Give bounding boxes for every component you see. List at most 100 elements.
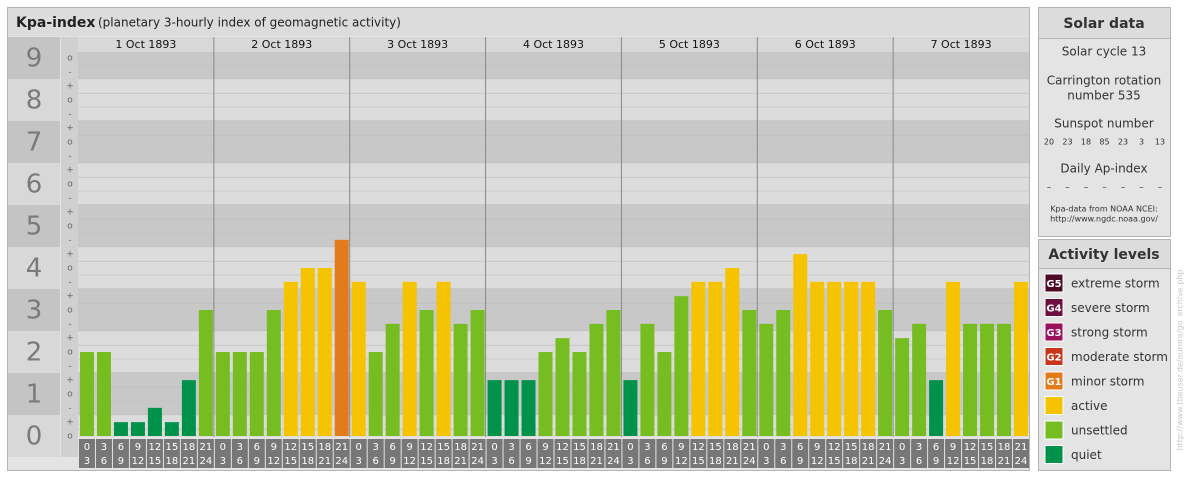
- bar: [420, 310, 434, 436]
- minor-tick-label: -: [68, 277, 71, 287]
- hour-label: 21: [879, 442, 892, 453]
- hour-label: 12: [149, 442, 162, 453]
- bar: [505, 380, 519, 436]
- legend-code: G3: [1046, 328, 1061, 339]
- bar: [80, 352, 94, 436]
- hour-label: 24: [743, 456, 756, 467]
- bar: [335, 240, 349, 436]
- hour-label: 0: [627, 442, 633, 453]
- hour-label: 9: [389, 456, 395, 467]
- minor-tick-label: -: [68, 361, 71, 371]
- sunspot-number: 85: [1099, 138, 1109, 147]
- bar: [742, 310, 756, 436]
- hour-label: 6: [661, 442, 667, 453]
- hour-label: 21: [471, 442, 484, 453]
- minor-tick-label: o: [67, 138, 73, 148]
- hour-label: 12: [539, 456, 552, 467]
- hour-label: 12: [828, 442, 841, 453]
- hour-label: 24: [335, 456, 348, 467]
- sunspot-number: 20: [1044, 138, 1054, 147]
- hour-label: 3: [373, 442, 379, 453]
- ap-value: –: [1065, 183, 1070, 193]
- hour-label: 18: [845, 456, 858, 467]
- hour-label: 3: [356, 456, 362, 467]
- bar: [471, 310, 485, 436]
- ap-value: –: [1121, 183, 1126, 193]
- hour-label: 6: [933, 442, 939, 453]
- ap-label: Daily Ap-index: [1060, 162, 1147, 176]
- minor-tick-label: -: [68, 109, 71, 119]
- hour-label: 6: [373, 456, 379, 467]
- minor-tick-label: -: [68, 193, 71, 203]
- hour-label: 3: [101, 442, 107, 453]
- hour-label: 21: [743, 442, 756, 453]
- bar: [963, 324, 977, 436]
- y-tick-label: 8: [26, 86, 43, 116]
- legend-code: G5: [1046, 279, 1061, 290]
- bar: [386, 324, 400, 436]
- hour-label: 9: [661, 456, 667, 467]
- hour-label: 15: [437, 442, 450, 453]
- band: [78, 79, 1029, 121]
- minor-tick-label: -: [68, 403, 71, 413]
- ap-value: –: [1047, 183, 1052, 193]
- hour-label: 6: [508, 456, 514, 467]
- carrington: Carrington rotation: [1047, 74, 1161, 88]
- bar: [182, 380, 196, 436]
- hour-label: 21: [607, 442, 620, 453]
- hour-label: 9: [406, 442, 412, 453]
- hour-label: 18: [709, 456, 722, 467]
- minor-tick-label: o: [67, 348, 73, 358]
- hour-label: 6: [797, 442, 803, 453]
- bar: [97, 352, 111, 436]
- sunspot-number: 23: [1062, 138, 1072, 147]
- sunspot-number: 23: [1118, 138, 1128, 147]
- bar: [539, 352, 553, 436]
- hour-label: 6: [118, 442, 124, 453]
- hour-label: 3: [508, 442, 514, 453]
- hour-label: 15: [166, 442, 179, 453]
- hour-label: 6: [254, 442, 260, 453]
- hour-label: 6: [644, 456, 650, 467]
- bar: [878, 310, 892, 436]
- hour-label: 18: [981, 456, 994, 467]
- minor-tick-label: +: [66, 82, 74, 92]
- y-tick-label: 1: [26, 380, 43, 410]
- minor-tick-label: +: [66, 250, 74, 260]
- hour-label: 6: [237, 456, 243, 467]
- sunspot-number: 13: [1155, 138, 1165, 147]
- date-label: 1 Oct 1893: [115, 38, 176, 51]
- legend-swatch: [1045, 421, 1063, 439]
- hour-label: 21: [590, 456, 603, 467]
- hour-label: 3: [627, 456, 633, 467]
- bar: [776, 310, 790, 436]
- hour-label: 18: [573, 456, 586, 467]
- date-label: 4 Oct 1893: [523, 38, 584, 51]
- hour-label: 15: [981, 442, 994, 453]
- bar: [895, 338, 909, 436]
- band: [78, 121, 1029, 163]
- hour-label: 15: [556, 456, 569, 467]
- hour-label: 12: [267, 456, 280, 467]
- hour-label: 21: [335, 442, 348, 453]
- hour-label: 6: [780, 456, 786, 467]
- levels-title: Activity levels: [1048, 247, 1159, 263]
- bar: [691, 282, 705, 436]
- hour-label: 24: [607, 456, 620, 467]
- minor-tick-label: o: [67, 306, 73, 316]
- minor-tick-label: o: [67, 96, 73, 106]
- hour-label: 9: [525, 456, 531, 467]
- hour-label: 3: [644, 442, 650, 453]
- legend-swatch: [1045, 446, 1063, 464]
- hour-label: 15: [301, 442, 314, 453]
- band: [78, 163, 1029, 205]
- sunspot-label: Sunspot number: [1054, 117, 1153, 131]
- bar: [623, 380, 637, 436]
- y-tick-label: 5: [26, 212, 43, 242]
- bar: [352, 282, 366, 436]
- y-tick-label: 9: [26, 44, 43, 74]
- legend-code: G1: [1046, 377, 1061, 388]
- bar: [522, 380, 536, 436]
